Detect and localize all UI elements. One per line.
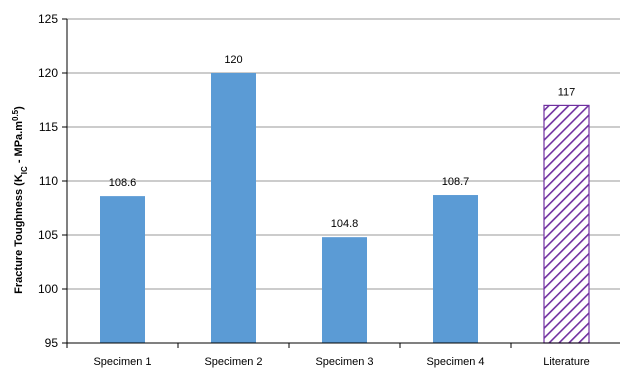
y-tick-label: 105 — [38, 228, 58, 242]
y-tick-label: 95 — [45, 336, 59, 350]
y-tick-label: 125 — [38, 12, 58, 26]
y-tick-label: 115 — [39, 120, 58, 134]
x-category-label: Specimen 2 — [204, 356, 262, 368]
bar-literature — [543, 104, 590, 344]
data-label: 104.8 — [331, 218, 359, 230]
y-axis-label: Fracture Toughness (KIC - MPa.m0.5) — [11, 106, 29, 294]
y-tick-label: 100 — [38, 282, 58, 296]
data-label: 108.7 — [442, 176, 470, 188]
x-category-label: Specimen 4 — [426, 356, 484, 368]
y-tick-label: 110 — [39, 174, 58, 188]
bar-specimen-2 — [211, 73, 256, 343]
x-category-label: Specimen 1 — [93, 356, 151, 368]
gridlines — [67, 18, 620, 290]
axes — [62, 18, 620, 348]
bar-specimen-1 — [100, 196, 145, 343]
bar-specimen-3 — [322, 237, 367, 343]
x-category-label: Literature — [543, 356, 589, 368]
data-label: 120 — [224, 54, 242, 66]
data-label: 108.6 — [109, 177, 137, 189]
x-category-label: Specimen 3 — [315, 356, 373, 368]
y-tick-label: 120 — [38, 66, 58, 80]
bars — [100, 73, 590, 344]
data-label: 117 — [558, 86, 576, 98]
labels: 95 100 105 110 115 120 125 108.6 Specimen 1 120 Sp… — [38, 12, 590, 368]
bar-specimen-4 — [433, 195, 478, 343]
